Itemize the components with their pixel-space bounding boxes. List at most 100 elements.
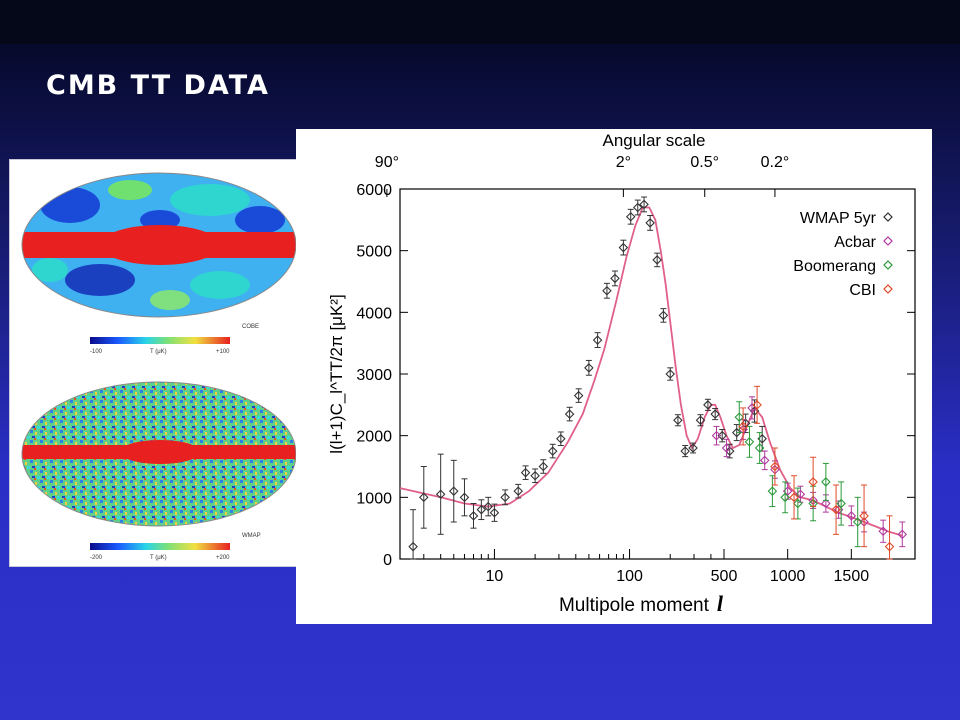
wmap-colorbar-unit: T (μK)	[150, 555, 167, 561]
y-tick-label: 6000	[356, 182, 392, 199]
y-axis-label: l(l+1)C_l^TT/2π [μK²]	[327, 294, 346, 453]
wmap-5yr-point	[468, 511, 479, 521]
cbi-point	[770, 461, 780, 472]
wmap-5yr-point	[513, 486, 524, 496]
wmap-5yr-point	[680, 446, 690, 456]
boomerang-point	[780, 492, 790, 503]
wmap-5yr-point	[476, 504, 487, 515]
wmap-5yr-point	[618, 242, 629, 253]
cobe-label: COBE	[242, 324, 259, 330]
x-axis-label: Multipole moment l	[559, 591, 724, 616]
wmap-5yr-point	[520, 467, 531, 478]
x-tick-label: 1500	[834, 568, 870, 585]
wmap-5yr-point	[556, 433, 566, 444]
boomerang-point	[754, 443, 765, 453]
sky-maps-panel: COBE -100 T (μK) +100 WMAP -200 T (μK) +…	[10, 160, 312, 566]
boomerang-point	[734, 412, 745, 422]
wmap-5yr-point	[695, 415, 706, 426]
legend-label-cbi: CBI	[849, 282, 876, 299]
wmap-colorbar-max: +200	[216, 555, 230, 561]
acbar-point	[846, 511, 857, 521]
y-tick-label: 1000	[356, 490, 392, 507]
wmap-5yr-point	[435, 489, 446, 500]
boomerang-point	[793, 498, 803, 509]
cobe-colorbar	[90, 337, 230, 344]
acbar-point	[711, 430, 722, 441]
boomerang-point	[836, 498, 846, 509]
boomerang-point	[744, 437, 755, 447]
wmap-5yr-point	[408, 541, 418, 552]
sky-maps-svg: COBE -100 T (μK) +100 WMAP -200 T (μK) +…	[21, 172, 297, 561]
y-tick-label: 0	[383, 552, 392, 569]
boomerang-point	[808, 498, 818, 509]
wmap-5yr-point	[573, 390, 584, 401]
cbi-point	[884, 541, 895, 552]
acbar-point	[878, 526, 888, 537]
cobe-colorbar-unit: T (μK)	[150, 349, 167, 355]
acbar-point	[897, 529, 908, 540]
boomerang-point	[767, 486, 778, 496]
cbi-point	[808, 477, 818, 487]
wmap-5yr-point	[610, 273, 620, 284]
x-tick-label: 1000	[770, 568, 806, 585]
legend-marker-acbar	[883, 236, 893, 246]
model-curve	[399, 206, 903, 537]
wmap-5yr-point	[602, 285, 612, 296]
wmap-5yr-point	[564, 409, 575, 419]
cobe-colorbar-max: +100	[216, 349, 230, 355]
acbar-point	[821, 498, 831, 509]
boomerang-point	[852, 517, 863, 527]
wmap-5yr-point	[652, 255, 662, 265]
wmap-5yr-point	[592, 335, 603, 345]
wmap-5yr-point	[688, 443, 698, 453]
legend-label-boomerang: Boomerang	[793, 258, 876, 275]
x-tick-label: 10	[486, 568, 504, 585]
cbi-point	[789, 492, 799, 503]
top-tick-label: 2°	[616, 154, 631, 171]
wmap-5yr-point	[703, 400, 713, 410]
cbi-point	[859, 511, 869, 521]
cbi-point	[738, 421, 748, 432]
x-tick-label: 100	[616, 568, 643, 585]
legend-label-acbar: Acbar	[834, 234, 876, 251]
cobe-colorbar-min: -100	[90, 349, 103, 355]
wmap-colorbar	[90, 543, 230, 550]
wmap-5yr-point	[665, 369, 676, 379]
legend-marker-boomerang	[883, 260, 893, 270]
y-tick-label: 2000	[356, 429, 392, 446]
cobe-map: COBE -100 T (μK) +100	[21, 172, 297, 355]
wmap-5yr-point	[547, 446, 558, 456]
wmap-5yr-point	[645, 218, 655, 228]
top-tick-label: 0.2°	[761, 154, 790, 171]
legend-marker-cbi	[883, 284, 893, 294]
wmap-5yr-point	[489, 507, 500, 518]
legend-marker-wmap-5yr	[883, 212, 893, 222]
y-tick-label: 4000	[356, 305, 392, 322]
cbi-point	[831, 504, 841, 515]
top-tick-label: 90°	[375, 154, 399, 171]
x-tick-label: 500	[711, 568, 738, 585]
wmap-5yr-point	[448, 486, 459, 496]
wmap-5yr-point	[459, 492, 470, 503]
acbar-point	[759, 455, 770, 466]
wmap-5yr-point	[500, 492, 510, 503]
wmap-5yr-point	[530, 470, 540, 481]
wmap-colorbar-min: -200	[90, 555, 103, 561]
wmap-5yr-point	[639, 199, 649, 210]
legend-label-wmap-5yr: WMAP 5yr	[800, 210, 877, 227]
wmap-5yr-point	[419, 492, 429, 503]
power-spectrum-chart: 0 1000 2000 3000 4000 5000 6000 10 100 500 1000 150…	[327, 131, 916, 616]
acbar-point	[721, 443, 732, 453]
top-bar	[0, 0, 960, 44]
cbi-point	[752, 400, 762, 410]
top-axis-label: Angular scale	[602, 131, 705, 150]
wmap-5yr-point	[658, 310, 669, 321]
slide-title: CMB TT DATA	[46, 70, 270, 101]
y-tick-label: 5000	[356, 244, 392, 261]
wmap-map: WMAP -200 T (μK) +200	[21, 381, 297, 561]
wmap-5yr-point	[710, 409, 720, 419]
wmap-label: WMAP	[242, 533, 261, 539]
power-spectrum-panel: 0 1000 2000 3000 4000 5000 6000 10 100 500 1000 150…	[296, 129, 932, 624]
wmap-5yr-point	[632, 202, 643, 213]
y-tick-label: 3000	[356, 367, 392, 384]
